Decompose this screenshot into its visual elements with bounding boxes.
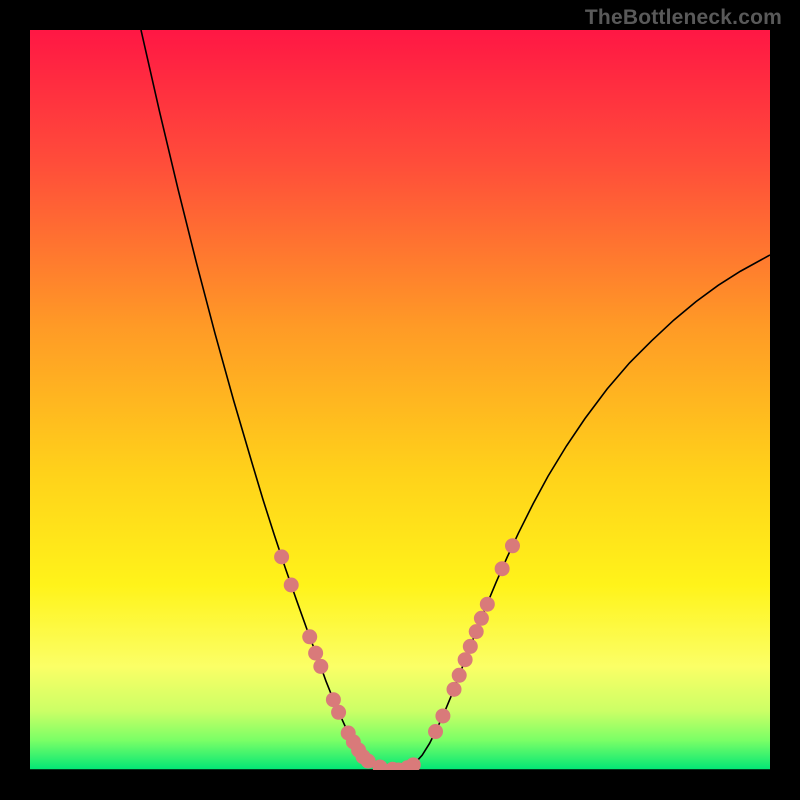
data-point	[458, 652, 473, 667]
curve-left	[141, 30, 393, 770]
data-point	[302, 629, 317, 644]
data-point	[435, 708, 450, 723]
data-point	[480, 597, 495, 612]
data-point	[469, 624, 484, 639]
curves-layer	[30, 30, 770, 770]
chart-frame: TheBottleneck.com	[0, 0, 800, 800]
data-point	[495, 561, 510, 576]
data-point	[505, 538, 520, 553]
data-point	[463, 639, 478, 654]
data-point	[313, 659, 328, 674]
data-point	[284, 578, 299, 593]
plot-area	[30, 30, 770, 770]
data-point	[452, 668, 467, 683]
watermark-text: TheBottleneck.com	[585, 6, 782, 30]
data-point	[474, 611, 489, 626]
data-point	[274, 549, 289, 564]
data-point	[308, 646, 323, 661]
data-point	[428, 724, 443, 739]
data-point	[331, 705, 346, 720]
data-point	[447, 682, 462, 697]
